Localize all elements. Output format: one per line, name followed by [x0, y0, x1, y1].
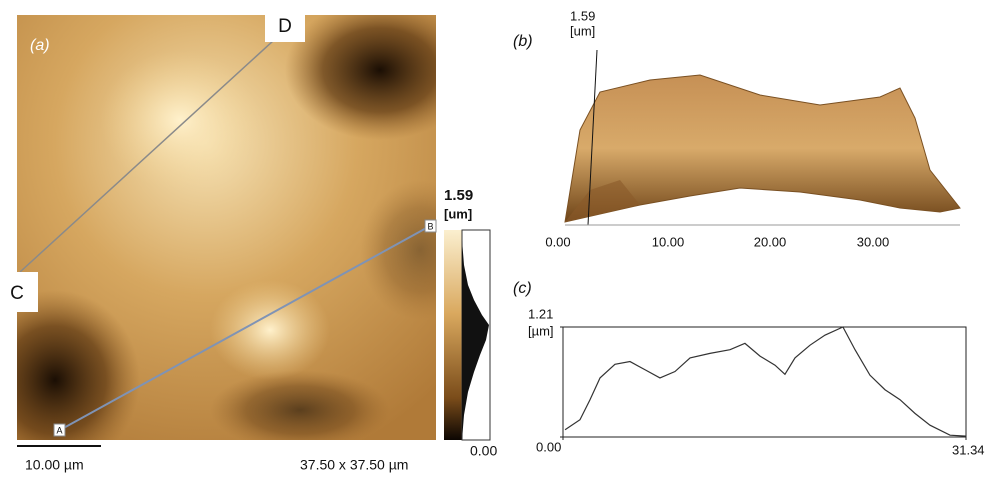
- marker-a: A: [56, 425, 62, 435]
- x-tick-label: 31.34: [952, 442, 985, 457]
- colorbar-unit: [um]: [444, 206, 472, 221]
- plot-frame: [563, 327, 966, 437]
- y-unit: [µm]: [528, 323, 554, 338]
- x-tick-label: 30.00: [857, 234, 890, 249]
- marker-d: D: [278, 16, 292, 37]
- colorbar-min: 0.00: [470, 443, 497, 459]
- marker-b: B: [427, 221, 433, 231]
- figure: D C B A (a) 1.59 [um] 0.00 10.00 µm 37.5…: [0, 0, 998, 474]
- scan-size: 37.50 x 37.50 µm: [300, 457, 408, 473]
- z-max: 1.59: [570, 8, 595, 23]
- colorbar-max: 1.59: [444, 187, 473, 204]
- profile-curve: [565, 327, 966, 436]
- panel-label: (b): [513, 33, 533, 50]
- marker-c: C: [10, 283, 24, 304]
- x-tick-label: 20.00: [754, 234, 787, 249]
- x-tick-label: 0.00: [545, 234, 570, 249]
- panel-label: (c): [513, 280, 532, 297]
- scale-bar-label: 10.00 µm: [25, 457, 84, 473]
- y-tick-label: 1.21: [528, 306, 553, 321]
- z-unit: [um]: [570, 23, 595, 38]
- y-tick-label: 0.00: [536, 439, 561, 454]
- x-tick-label: 10.00: [652, 234, 685, 249]
- panel-label: (a): [30, 37, 50, 54]
- colorbar: [444, 230, 462, 440]
